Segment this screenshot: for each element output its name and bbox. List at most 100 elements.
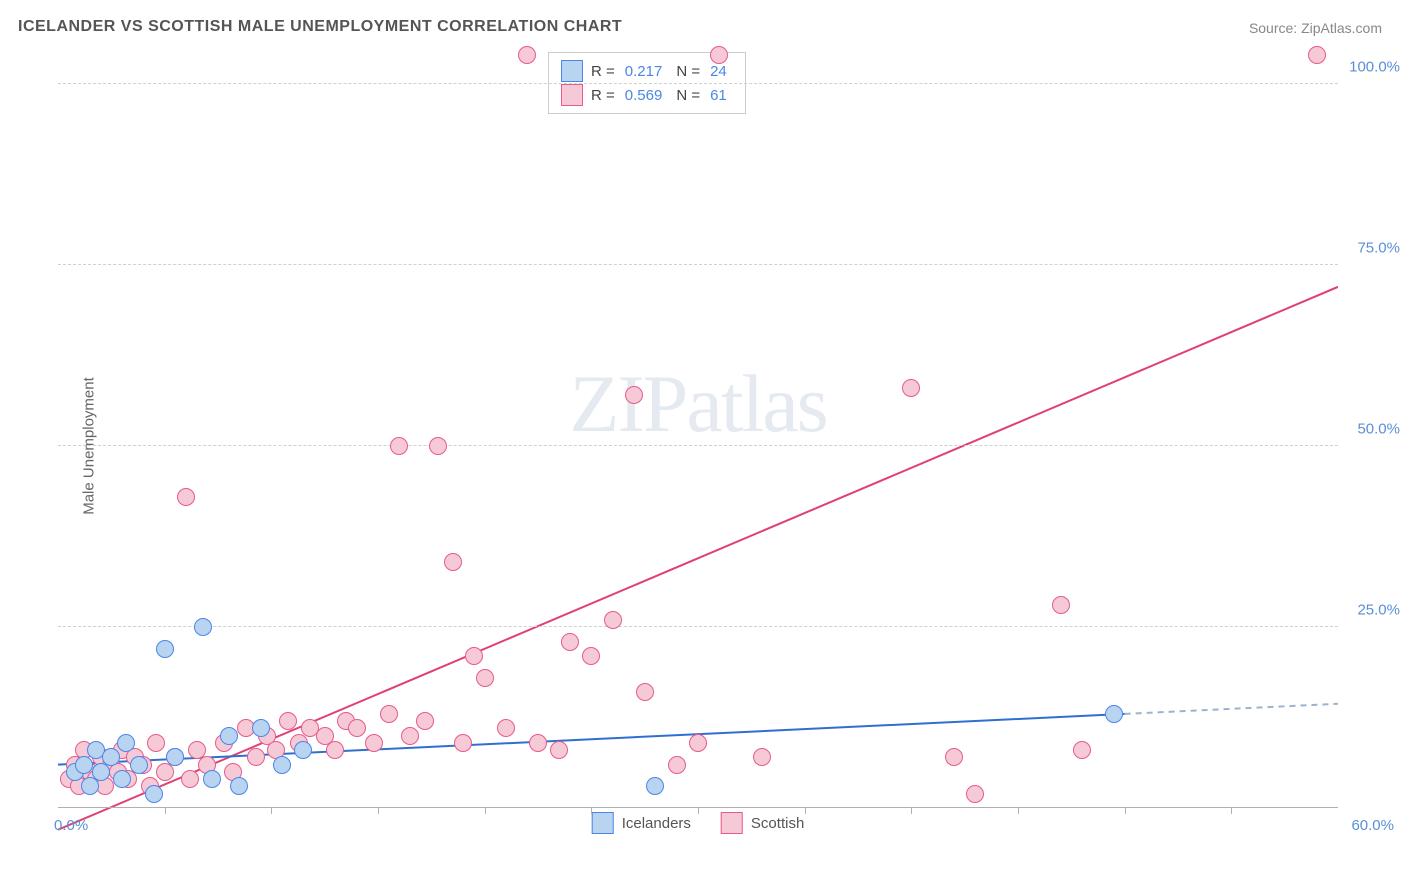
legend-row-scottish: R = 0.569 N = 61: [561, 83, 733, 107]
x-tick: [805, 808, 806, 814]
scatter-point-scottish: [636, 683, 654, 701]
r-value-scottish: 0.569: [625, 87, 663, 104]
scatter-point-scottish: [710, 46, 728, 64]
scatter-point-icelanders: [273, 756, 291, 774]
scatter-point-scottish: [689, 734, 707, 752]
swatch-icelanders: [561, 60, 583, 82]
scatter-point-scottish: [279, 712, 297, 730]
x-tick: [378, 808, 379, 814]
scatter-point-scottish: [966, 785, 984, 803]
trend-line: [1125, 704, 1338, 714]
scatter-point-icelanders: [130, 756, 148, 774]
r-label: R =: [591, 87, 615, 104]
scatter-point-scottish: [1073, 741, 1091, 759]
y-tick-label: 100.0%: [1349, 59, 1400, 76]
scatter-point-icelanders: [113, 770, 131, 788]
watermark-light: atlas: [686, 358, 826, 449]
legend-item-icelanders: Icelanders: [592, 812, 691, 834]
scatter-point-icelanders: [194, 618, 212, 636]
gridline: [58, 83, 1338, 84]
plot-area: ZIPatlas R = 0.217 N = 24 R = 0.569 N = …: [58, 48, 1338, 838]
scatter-point-scottish: [753, 748, 771, 766]
scatter-point-scottish: [247, 748, 265, 766]
y-tick-label: 75.0%: [1357, 240, 1400, 257]
watermark-bold: ZIP: [569, 358, 686, 449]
x-tick: [591, 808, 592, 814]
r-label: R =: [591, 63, 615, 80]
scatter-point-scottish: [561, 633, 579, 651]
scatter-point-scottish: [365, 734, 383, 752]
scatter-point-icelanders: [646, 777, 664, 795]
x-tick: [1018, 808, 1019, 814]
scatter-point-scottish: [326, 741, 344, 759]
swatch-icelanders: [592, 812, 614, 834]
x-tick: [911, 808, 912, 814]
scatter-point-scottish: [1052, 596, 1070, 614]
scatter-point-scottish: [582, 647, 600, 665]
scatter-point-scottish: [529, 734, 547, 752]
x-max-label: 60.0%: [1351, 817, 1394, 834]
scatter-point-scottish: [348, 719, 366, 737]
n-label: N =: [676, 63, 700, 80]
swatch-scottish: [561, 84, 583, 106]
source-attribution: Source: ZipAtlas.com: [1249, 20, 1382, 36]
scatter-point-icelanders: [252, 719, 270, 737]
y-tick-label: 50.0%: [1357, 421, 1400, 438]
y-tick-label: 25.0%: [1357, 602, 1400, 619]
scatter-point-icelanders: [102, 748, 120, 766]
gridline: [58, 264, 1338, 265]
scatter-point-scottish: [429, 437, 447, 455]
scatter-point-scottish: [518, 46, 536, 64]
scatter-point-scottish: [476, 669, 494, 687]
scatter-point-scottish: [454, 734, 472, 752]
legend-label-icelanders: Icelanders: [622, 815, 691, 832]
scatter-point-icelanders: [117, 734, 135, 752]
x-tick: [165, 808, 166, 814]
scatter-point-scottish: [390, 437, 408, 455]
scatter-point-scottish: [444, 553, 462, 571]
scatter-point-scottish: [668, 756, 686, 774]
scatter-point-scottish: [177, 488, 195, 506]
scatter-point-scottish: [625, 386, 643, 404]
x-tick: [485, 808, 486, 814]
scatter-point-icelanders: [220, 727, 238, 745]
scatter-point-scottish: [1308, 46, 1326, 64]
scatter-point-scottish: [550, 741, 568, 759]
scatter-point-scottish: [401, 727, 419, 745]
scatter-point-icelanders: [1105, 705, 1123, 723]
x-tick: [1231, 808, 1232, 814]
scatter-point-scottish: [604, 611, 622, 629]
x-tick: [271, 808, 272, 814]
x-tick: [1125, 808, 1126, 814]
legend-row-icelanders: R = 0.217 N = 24: [561, 59, 733, 83]
n-value-scottish: 61: [710, 87, 727, 104]
scatter-point-scottish: [945, 748, 963, 766]
gridline: [58, 626, 1338, 627]
legend-item-scottish: Scottish: [721, 812, 804, 834]
n-label: N =: [676, 87, 700, 104]
scatter-point-scottish: [380, 705, 398, 723]
scatter-point-scottish: [497, 719, 515, 737]
scatter-point-scottish: [416, 712, 434, 730]
scatter-point-icelanders: [203, 770, 221, 788]
gridline: [58, 445, 1338, 446]
scatter-point-icelanders: [166, 748, 184, 766]
swatch-scottish: [721, 812, 743, 834]
x-tick: [698, 808, 699, 814]
scatter-point-scottish: [465, 647, 483, 665]
series-legend: Icelanders Scottish: [592, 812, 805, 834]
scatter-point-scottish: [181, 770, 199, 788]
watermark: ZIPatlas: [569, 357, 826, 451]
scatter-point-icelanders: [156, 640, 174, 658]
scatter-point-icelanders: [75, 756, 93, 774]
r-value-icelanders: 0.217: [625, 63, 663, 80]
scatter-point-scottish: [147, 734, 165, 752]
chart-title: ICELANDER VS SCOTTISH MALE UNEMPLOYMENT …: [18, 18, 622, 36]
n-value-icelanders: 24: [710, 63, 727, 80]
scatter-point-icelanders: [145, 785, 163, 803]
scatter-point-icelanders: [294, 741, 312, 759]
scatter-point-icelanders: [230, 777, 248, 795]
scatter-point-scottish: [902, 379, 920, 397]
x-origin-label: 0.0%: [54, 817, 88, 834]
legend-label-scottish: Scottish: [751, 815, 804, 832]
